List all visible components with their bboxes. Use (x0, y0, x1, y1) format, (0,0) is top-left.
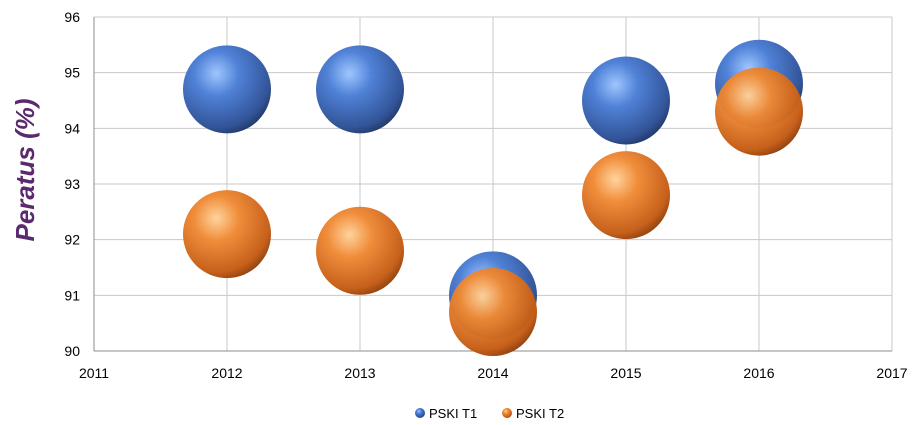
y-axis-label: Peratus (%) (10, 98, 40, 241)
legend-label: PSKI T2 (516, 406, 564, 421)
x-tick-label: 2015 (610, 365, 641, 381)
y-tick-label: 90 (64, 343, 80, 359)
y-axis-ticks: 90 91 92 93 94 95 96 (64, 9, 80, 359)
bubble-pski-t2-2012 (183, 190, 271, 279)
bubble-pski-t1-2012 (183, 45, 271, 134)
data-points (183, 39, 803, 357)
x-axis-ticks: 2011 2012 2013 2014 2015 2016 2017 (79, 365, 908, 381)
legend: PSKI T1 PSKI T2 (415, 406, 564, 421)
legend-label: PSKI T1 (429, 406, 477, 421)
legend-marker-pski-t1 (415, 408, 425, 418)
legend-marker-pski-t2 (502, 408, 512, 418)
y-tick-label: 96 (64, 9, 80, 25)
y-tick-label: 91 (64, 287, 80, 303)
bubble-pski-t1-2013 (316, 45, 404, 134)
x-tick-label: 2016 (743, 365, 774, 381)
y-tick-label: 93 (64, 176, 80, 192)
x-tick-label: 2014 (477, 365, 508, 381)
y-tick-label: 95 (64, 65, 80, 81)
bubble-pski-t2-2016 (715, 67, 803, 156)
y-tick-label: 94 (64, 120, 80, 136)
bubble-pski-t2-2014 (449, 268, 537, 357)
x-tick-label: 2017 (876, 365, 907, 381)
bubble-pski-t2-2013 (316, 206, 404, 295)
x-tick-label: 2011 (79, 365, 109, 381)
bubble-pski-t1-2015 (582, 56, 670, 145)
x-tick-label: 2013 (344, 365, 375, 381)
y-tick-label: 92 (64, 232, 80, 248)
bubble-pski-t2-2015 (582, 151, 670, 240)
x-tick-label: 2012 (211, 365, 242, 381)
